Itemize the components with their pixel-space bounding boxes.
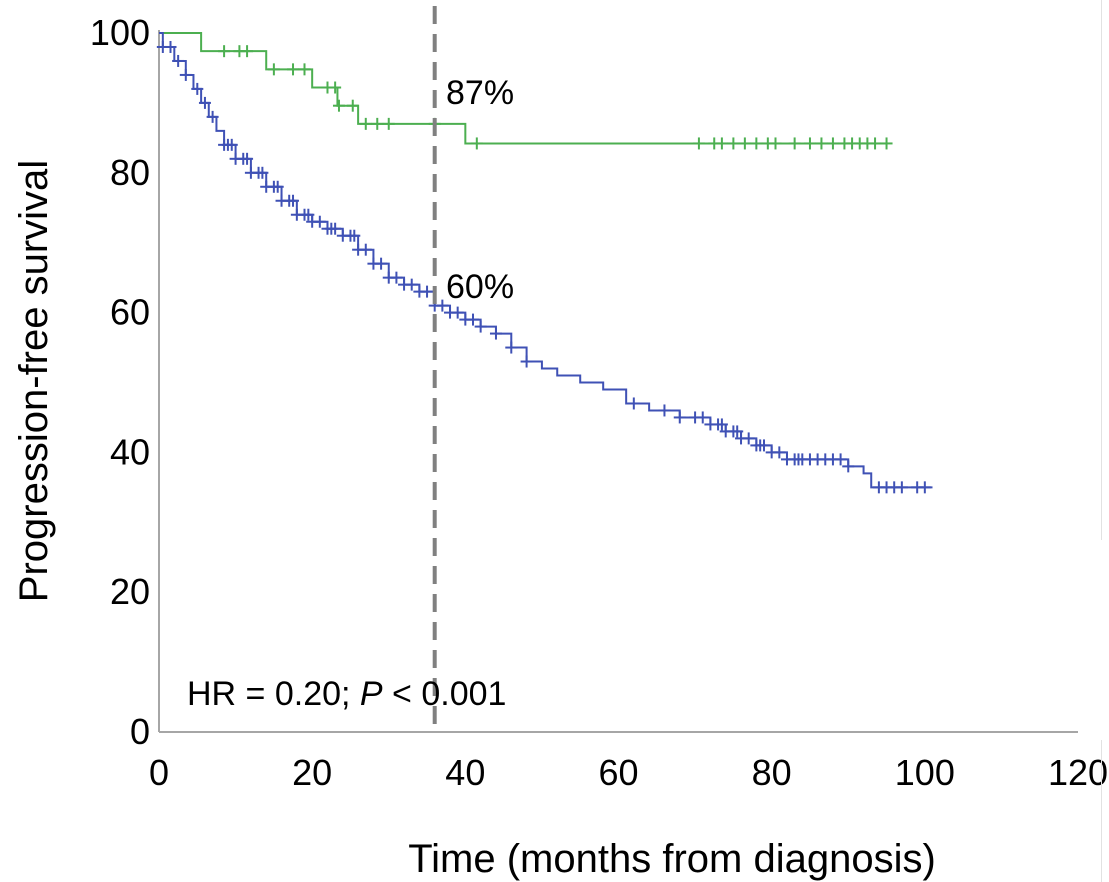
censor-mark	[267, 63, 280, 76]
censor-mark	[815, 137, 828, 150]
censor-mark	[359, 117, 372, 130]
censor-mark	[692, 137, 705, 150]
x-axis-label: Time (months from diagnosis)	[408, 837, 936, 881]
censor-mark	[918, 481, 931, 494]
survival-curve	[159, 32, 887, 145]
censor-mark	[451, 306, 464, 319]
censor-mark	[658, 404, 671, 417]
censor-mark	[375, 257, 388, 270]
censor-mark	[880, 137, 893, 150]
censor-mark	[359, 243, 372, 256]
survival-curve	[159, 32, 933, 489]
censor-mark	[206, 110, 219, 123]
censor-mark	[696, 411, 709, 424]
censor-mark	[731, 425, 744, 438]
y-tick-label: 0	[130, 711, 150, 752]
censor-mark	[842, 460, 855, 473]
censor-mark	[803, 137, 816, 150]
censor-mark	[298, 63, 311, 76]
censor-mark	[436, 299, 449, 312]
y-axis-label: Progression-free survival	[12, 160, 56, 602]
x-tick-label: 120	[1048, 752, 1108, 793]
censor-mark	[313, 215, 326, 228]
censor-mark	[390, 271, 403, 284]
x-tick-labels: 0 20 40 60 80 100 120	[149, 752, 1108, 793]
censor-mark	[727, 137, 740, 150]
x-tick-label: 60	[598, 752, 638, 793]
censor-mark	[164, 40, 177, 53]
censor-mark	[329, 222, 342, 235]
censor-mark	[405, 278, 418, 291]
y-tick-label: 20	[110, 571, 150, 612]
censor-mark	[470, 137, 483, 150]
censor-mark	[332, 99, 345, 112]
censor-mark	[302, 208, 315, 221]
censor-mark	[287, 63, 300, 76]
censor-mark	[826, 137, 839, 150]
upper-survival-label: 87%	[446, 74, 514, 112]
censor-mark	[758, 439, 771, 452]
x-tick-label: 80	[752, 752, 792, 793]
series-layer	[156, 32, 933, 494]
censor-mark	[788, 137, 801, 150]
censor-mark	[382, 117, 395, 130]
censor-mark	[466, 313, 479, 326]
censor-mark	[241, 152, 254, 165]
censor-mark	[742, 432, 755, 445]
series-2	[156, 32, 933, 494]
censor-mark	[241, 45, 254, 58]
hr-p-symbol: P	[360, 675, 383, 713]
y-tick-labels: 0 20 40 60 80 100	[90, 12, 150, 752]
censor-mark	[520, 355, 533, 368]
x-tick-label: 100	[895, 752, 955, 793]
y-tick-label: 60	[110, 292, 150, 333]
censor-mark	[287, 194, 300, 207]
censor-mark	[191, 82, 204, 95]
lower-survival-label: 60%	[446, 268, 514, 306]
censor-mark	[834, 453, 847, 466]
censor-mark	[773, 446, 786, 459]
censor-mark	[505, 341, 518, 354]
edge-line-top	[1101, 0, 1102, 540]
censor-mark	[627, 397, 640, 410]
censor-mark	[489, 327, 502, 340]
y-tick-label: 80	[110, 152, 150, 193]
censor-mark	[738, 137, 751, 150]
censor-mark	[715, 137, 728, 150]
censor-mark	[329, 81, 342, 94]
hr-suffix: < 0.001	[383, 675, 507, 713]
censor-mark	[198, 96, 211, 109]
censor-mark	[179, 68, 192, 81]
hr-prefix: HR = 0.20;	[187, 675, 360, 713]
censor-mark	[673, 411, 686, 424]
censor-mark	[769, 137, 782, 150]
x-tick-label: 40	[445, 752, 485, 793]
axes	[158, 30, 1078, 733]
series-1	[159, 32, 893, 150]
x-tick-label: 0	[149, 752, 169, 793]
censor-mark	[474, 320, 487, 333]
censor-mark	[869, 137, 882, 150]
censor-mark	[346, 99, 359, 112]
censor-mark	[218, 45, 231, 58]
censor-mark	[256, 166, 269, 179]
y-tick-label: 100	[90, 12, 150, 53]
edge-line-bottom	[1101, 740, 1102, 882]
censor-mark	[225, 138, 238, 151]
censor-mark	[371, 117, 384, 130]
censor-mark	[750, 137, 763, 150]
censor-mark	[715, 418, 728, 431]
y-tick-label: 40	[110, 431, 150, 472]
censor-mark	[895, 481, 908, 494]
hr-annotation: HR = 0.20; P < 0.001	[187, 675, 506, 713]
x-tick-label: 20	[292, 752, 332, 793]
censor-mark	[421, 285, 434, 298]
censor-mark	[271, 180, 284, 193]
censor-mark	[172, 54, 185, 67]
censor-mark	[348, 229, 361, 242]
